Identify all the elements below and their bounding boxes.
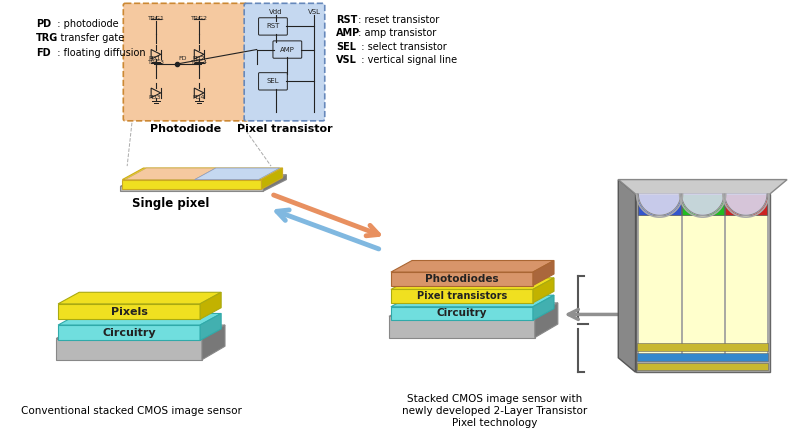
Text: Photodiode: Photodiode bbox=[150, 124, 222, 134]
Text: : transfer gate: : transfer gate bbox=[51, 33, 125, 43]
Bar bbox=[725, 194, 767, 215]
Text: TRG4: TRG4 bbox=[191, 60, 209, 65]
Text: Circuitry: Circuitry bbox=[437, 309, 487, 319]
Text: : reset transistor: : reset transistor bbox=[355, 15, 440, 25]
Text: : select transistor: : select transistor bbox=[355, 42, 447, 52]
Text: : photodiode: : photodiode bbox=[51, 19, 119, 29]
Bar bbox=[638, 213, 681, 358]
Text: : floating diffusion: : floating diffusion bbox=[51, 48, 146, 58]
Bar bbox=[638, 353, 768, 361]
Polygon shape bbox=[391, 307, 533, 320]
Text: RST: RST bbox=[266, 23, 280, 30]
Polygon shape bbox=[202, 325, 225, 360]
Polygon shape bbox=[725, 194, 767, 215]
Text: AMP: AMP bbox=[280, 46, 294, 53]
Text: PD2: PD2 bbox=[192, 56, 204, 61]
Text: VSL: VSL bbox=[308, 9, 321, 15]
Polygon shape bbox=[391, 289, 533, 303]
Polygon shape bbox=[391, 260, 554, 272]
Text: FD: FD bbox=[178, 56, 186, 61]
Text: PD1: PD1 bbox=[149, 56, 161, 61]
Bar bbox=[638, 362, 768, 370]
Polygon shape bbox=[194, 168, 280, 180]
Polygon shape bbox=[618, 180, 635, 372]
Text: FD: FD bbox=[36, 48, 50, 58]
Text: Stacked CMOS image sensor with
newly developed 2-Layer Transistor
Pixel technolo: Stacked CMOS image sensor with newly dev… bbox=[402, 395, 587, 427]
Polygon shape bbox=[535, 303, 558, 338]
Polygon shape bbox=[389, 303, 558, 316]
Text: PD3: PD3 bbox=[149, 95, 162, 100]
Bar bbox=[725, 213, 767, 358]
Polygon shape bbox=[122, 180, 262, 189]
Polygon shape bbox=[391, 272, 533, 286]
Polygon shape bbox=[533, 260, 554, 286]
Text: SEL: SEL bbox=[336, 42, 356, 52]
Polygon shape bbox=[58, 313, 221, 325]
Bar bbox=[682, 194, 724, 215]
FancyBboxPatch shape bbox=[123, 3, 248, 121]
Polygon shape bbox=[121, 186, 263, 191]
Text: Photodiodes: Photodiodes bbox=[425, 274, 498, 284]
Text: TRG3: TRG3 bbox=[148, 60, 166, 65]
FancyBboxPatch shape bbox=[244, 3, 325, 121]
Text: TRG2: TRG2 bbox=[191, 16, 209, 21]
Polygon shape bbox=[121, 175, 286, 186]
Bar bbox=[682, 213, 724, 358]
Text: AMP: AMP bbox=[336, 28, 361, 38]
Bar bbox=[638, 194, 681, 215]
Text: Pixels: Pixels bbox=[110, 306, 147, 316]
Polygon shape bbox=[126, 168, 216, 180]
Polygon shape bbox=[389, 316, 535, 338]
Text: Single pixel: Single pixel bbox=[132, 197, 209, 210]
Text: RST: RST bbox=[336, 15, 358, 25]
Polygon shape bbox=[200, 292, 221, 319]
Text: Circuitry: Circuitry bbox=[102, 328, 156, 338]
Text: SEL: SEL bbox=[266, 79, 279, 84]
Text: Pixel transistors: Pixel transistors bbox=[417, 291, 507, 301]
Text: TRG1: TRG1 bbox=[148, 16, 165, 21]
Text: Conventional stacked CMOS image sensor: Conventional stacked CMOS image sensor bbox=[21, 406, 242, 416]
Text: Vdd: Vdd bbox=[269, 9, 282, 15]
Polygon shape bbox=[533, 295, 554, 320]
Polygon shape bbox=[122, 168, 282, 180]
Polygon shape bbox=[391, 295, 554, 307]
Polygon shape bbox=[200, 313, 221, 340]
Polygon shape bbox=[391, 278, 554, 289]
Text: PD: PD bbox=[36, 19, 51, 29]
Polygon shape bbox=[262, 168, 282, 189]
Text: TRG: TRG bbox=[36, 33, 58, 43]
Text: : vertical signal line: : vertical signal line bbox=[355, 55, 458, 66]
Polygon shape bbox=[56, 339, 202, 360]
Polygon shape bbox=[638, 194, 681, 215]
Text: PD4: PD4 bbox=[192, 95, 204, 100]
Text: Pixel transistor: Pixel transistor bbox=[237, 124, 332, 134]
Polygon shape bbox=[56, 325, 225, 339]
Polygon shape bbox=[618, 180, 787, 194]
Polygon shape bbox=[263, 175, 286, 191]
Text: : amp transistor: : amp transistor bbox=[355, 28, 437, 38]
Polygon shape bbox=[533, 278, 554, 303]
Polygon shape bbox=[58, 304, 200, 319]
Text: VSL: VSL bbox=[336, 55, 357, 66]
Bar bbox=[638, 343, 768, 351]
Polygon shape bbox=[58, 292, 221, 304]
Polygon shape bbox=[58, 325, 200, 340]
Bar bbox=[635, 194, 770, 372]
Polygon shape bbox=[682, 194, 724, 215]
